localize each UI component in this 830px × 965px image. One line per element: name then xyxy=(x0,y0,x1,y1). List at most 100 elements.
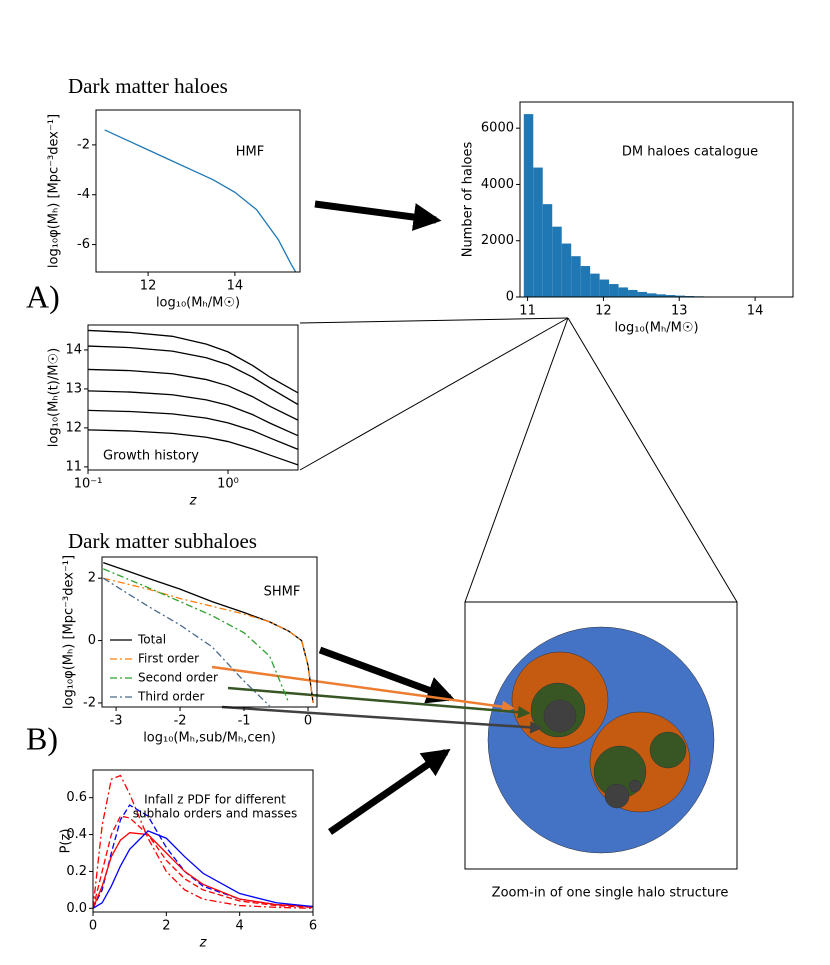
line xyxy=(103,577,314,704)
x-tick-label: 14 xyxy=(747,304,764,319)
x-tick-label: 12 xyxy=(140,279,157,294)
line xyxy=(102,577,271,707)
bar xyxy=(599,279,610,297)
x-tick-label: 11 xyxy=(519,304,536,319)
legend-label: First order xyxy=(138,652,199,666)
line xyxy=(93,774,313,909)
third-order-subhalo xyxy=(604,783,630,809)
y-axis-label: log₁₀(Mₕ(t)/M☉) xyxy=(47,348,62,447)
zoom-line xyxy=(299,317,569,324)
y-tick-label: -6 xyxy=(77,237,90,252)
line xyxy=(88,390,298,437)
bar xyxy=(656,294,666,297)
line xyxy=(93,815,313,909)
y-axis-label: P(z) xyxy=(59,829,74,854)
bar xyxy=(580,266,591,297)
panel-label: B) xyxy=(26,720,58,756)
bar xyxy=(618,287,629,297)
y-tick-label: 14 xyxy=(65,342,82,357)
legend-label: Second order xyxy=(138,671,218,685)
y-tick-label: -2 xyxy=(83,695,96,710)
y-axis-label: log₁₀φ(Mₕ) [Mpc⁻³dex⁻¹] xyxy=(62,555,77,709)
second-order-subhalo xyxy=(649,731,687,769)
panel-label: A) xyxy=(26,278,60,314)
zoom-line xyxy=(567,317,738,603)
zoom-lines xyxy=(299,317,738,603)
x-tick-label: 4 xyxy=(236,919,244,934)
arrow xyxy=(211,665,515,713)
line xyxy=(103,568,290,704)
plot-area xyxy=(523,114,790,297)
x-axis-label: log₁₀(Mₕ/M☉) xyxy=(156,296,240,311)
zoom-box xyxy=(464,601,738,870)
y-tick-label: 2 xyxy=(88,571,96,586)
arrow xyxy=(314,200,442,231)
x-tick-label: 13 xyxy=(671,304,688,319)
x-tick-label: 10⁰ xyxy=(217,477,239,492)
arrow xyxy=(318,646,456,704)
plot-frame xyxy=(87,324,299,471)
line xyxy=(88,368,298,421)
line xyxy=(88,329,298,394)
x-tick-label: 10⁻¹ xyxy=(74,477,103,492)
chart: 10⁻¹ 10⁰ 11 12 13 14 z log₁₀(Mₕ(t)/M☉) Growth hi… xyxy=(47,324,299,509)
zoom-line xyxy=(464,317,569,603)
y-tick-label: 4000 xyxy=(481,177,514,192)
y-tick-label: 2000 xyxy=(481,233,514,248)
caption: Zoom-in of one single halo structure xyxy=(492,886,729,901)
chart: -3 -2 -1 0 2 0 -2 log₁₀(Mₕ,sub/Mₕ,cen) log₁₀φ(Mₕ… xyxy=(62,555,318,746)
x-tick-label: 14 xyxy=(227,279,244,294)
y-tick-label: -4 xyxy=(77,187,90,202)
x-axis-label: log₁₀(Mₕ,sub/Mₕ,cen) xyxy=(143,731,276,746)
plot-frame xyxy=(519,101,794,298)
section-title: Dark matter haloes xyxy=(68,74,228,98)
y-tick-label: 12 xyxy=(65,420,82,435)
arrow xyxy=(227,686,531,719)
bar xyxy=(552,226,562,297)
chart: 11 12 13 14 0 2000 4000 6000 log₁₀(Mₕ/M☉) Number … xyxy=(461,101,794,336)
line xyxy=(88,409,298,450)
y-tick-label: -2 xyxy=(77,137,90,152)
y-tick-label: 0.0 xyxy=(66,901,87,916)
arrows xyxy=(211,200,543,835)
y-tick-label: 0.4 xyxy=(66,827,87,842)
bar xyxy=(647,293,657,297)
bar xyxy=(665,295,676,297)
chart: 12 14 -2 -4 -6 log₁₀(Mₕ/M☉) log₁₀φ(Mₕ) [Mpc⁻³d… xyxy=(47,109,301,311)
bar xyxy=(542,204,553,297)
x-tick-label: 0 xyxy=(89,919,97,934)
annotation: HMF xyxy=(236,145,264,160)
bar xyxy=(675,295,685,297)
legend-label: Total xyxy=(137,633,166,647)
plot-area xyxy=(104,129,297,272)
bar xyxy=(571,256,581,297)
third-order-subhalo xyxy=(628,779,642,793)
annotation: DM haloes catalogue xyxy=(622,145,758,160)
y-tick-label: 11 xyxy=(65,459,82,474)
bar xyxy=(609,284,619,297)
bar xyxy=(628,289,638,297)
section-title: Dark matter subhaloes xyxy=(68,529,257,553)
annotation: subhalo orders and masses xyxy=(133,807,298,821)
line xyxy=(103,561,314,704)
x-tick-label: -3 xyxy=(110,714,123,729)
x-tick-label: 2 xyxy=(162,919,170,934)
line xyxy=(93,832,313,909)
x-tick-label: 12 xyxy=(595,304,612,319)
chart: 0 2 4 6 0.0 0.2 0.4 0.6 z P(z) Infall z PDF for di… xyxy=(59,769,317,951)
plot-area xyxy=(102,561,314,707)
y-axis-label: log₁₀φ(Mₕ) [Mpc⁻³dex⁻¹] xyxy=(47,114,62,268)
x-axis-label: z xyxy=(199,936,208,951)
x-axis-label: log₁₀(Mₕ/M☉) xyxy=(614,321,698,336)
halo-structure xyxy=(487,626,715,854)
legend-label: Third order xyxy=(137,690,204,704)
y-tick-label: 0.6 xyxy=(66,790,87,805)
line xyxy=(88,429,298,466)
arrow xyxy=(221,705,543,734)
line xyxy=(104,129,297,272)
plot-area xyxy=(93,774,313,909)
annotation: SHMF xyxy=(264,585,301,600)
annotation: Growth history xyxy=(103,449,199,464)
bar xyxy=(523,114,534,297)
